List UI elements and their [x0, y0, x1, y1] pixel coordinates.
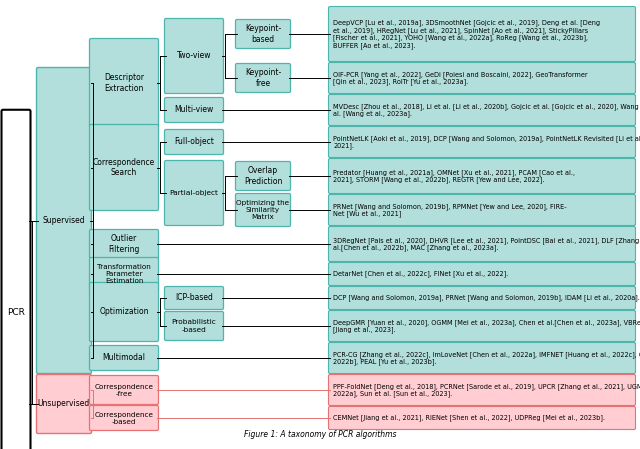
FancyBboxPatch shape: [328, 406, 636, 430]
FancyBboxPatch shape: [90, 257, 159, 291]
FancyBboxPatch shape: [164, 312, 223, 340]
FancyBboxPatch shape: [90, 229, 159, 259]
Text: 3DRegNet [Pais et al., 2020], DHVR [Lee et al., 2021], PointDSC [Bai et al., 202: 3DRegNet [Pais et al., 2020], DHVR [Lee …: [333, 237, 640, 251]
Text: Correspondence
-free: Correspondence -free: [95, 383, 154, 396]
FancyBboxPatch shape: [90, 282, 159, 342]
Text: Figure 1: A taxonomy of PCR algorithms: Figure 1: A taxonomy of PCR algorithms: [244, 430, 396, 439]
Text: Correspondence
-based: Correspondence -based: [95, 411, 154, 424]
FancyBboxPatch shape: [36, 374, 92, 433]
Text: PPF-FoldNet [Deng et al., 2018], PCRNet [Sarode et al., 2019], UPCR [Zhang et al: PPF-FoldNet [Deng et al., 2018], PCRNet …: [333, 383, 640, 397]
Text: Unsupervised: Unsupervised: [38, 400, 90, 409]
FancyBboxPatch shape: [90, 39, 159, 128]
Text: Multi-view: Multi-view: [174, 106, 214, 114]
FancyBboxPatch shape: [1, 110, 31, 449]
FancyBboxPatch shape: [90, 405, 159, 431]
FancyBboxPatch shape: [328, 374, 636, 405]
FancyBboxPatch shape: [164, 18, 223, 93]
FancyBboxPatch shape: [328, 127, 636, 158]
Text: Overlap
Prediction: Overlap Prediction: [244, 166, 282, 186]
Text: Two-view: Two-view: [177, 52, 211, 61]
Text: Supervised: Supervised: [43, 216, 85, 225]
FancyBboxPatch shape: [236, 19, 291, 48]
Text: PCR: PCR: [7, 308, 25, 317]
Text: DetarNet [Chen et al., 2022c], FINet [Xu et al., 2022].: DetarNet [Chen et al., 2022c], FINet [Xu…: [333, 271, 508, 277]
Text: Keypoint-
free: Keypoint- free: [245, 68, 281, 88]
Text: Partial-object: Partial-object: [170, 190, 218, 196]
FancyBboxPatch shape: [236, 63, 291, 92]
FancyBboxPatch shape: [328, 286, 636, 309]
FancyBboxPatch shape: [328, 311, 636, 342]
Text: Predator [Huang et al., 2021a], OMNet [Xu et al., 2021], PCAM [Cao et al.,
2021]: Predator [Huang et al., 2021a], OMNet [X…: [333, 169, 575, 183]
FancyBboxPatch shape: [90, 375, 159, 405]
Text: CEMNet [Jiang et al., 2021], RIENet [Shen et al., 2022], UDPReg [Mei et al., 202: CEMNet [Jiang et al., 2021], RIENet [She…: [333, 414, 605, 421]
FancyBboxPatch shape: [328, 263, 636, 286]
FancyBboxPatch shape: [328, 343, 636, 374]
Text: DeepVCP [Lu et al., 2019a], 3DSmoothNet [Gojcic et al., 2019], Deng et al. [Deng: DeepVCP [Lu et al., 2019a], 3DSmoothNet …: [333, 19, 600, 49]
FancyBboxPatch shape: [90, 124, 159, 211]
Text: OIF-PCR [Yang et al., 2022], GeDi [Poiesi and Boscaini, 2022], GeoTransformer
[Q: OIF-PCR [Yang et al., 2022], GeDi [Poies…: [333, 71, 588, 85]
FancyBboxPatch shape: [328, 158, 636, 194]
Text: Keypoint-
based: Keypoint- based: [245, 24, 281, 44]
FancyBboxPatch shape: [236, 162, 291, 190]
Text: PointNetLK [Aoki et al., 2019], DCP [Wang and Solomon, 2019a], PointNetLK Revisi: PointNetLK [Aoki et al., 2019], DCP [Wan…: [333, 135, 640, 149]
Text: DeepGMR [Yuan et al., 2020], OGMM [Mei et al., 2023a], Chen et al.[Chen et al., : DeepGMR [Yuan et al., 2020], OGMM [Mei e…: [333, 319, 640, 333]
Text: PRNet [Wang and Solomon, 2019b], RPMNet [Yew and Lee, 2020], FIRE-
Net [Wu et al: PRNet [Wang and Solomon, 2019b], RPMNet …: [333, 203, 566, 217]
Text: DCP [Wang and Solomon, 2019a], PRNet [Wang and Solomon, 2019b], IDAM [Li et al.,: DCP [Wang and Solomon, 2019a], PRNet [Wa…: [333, 295, 640, 301]
Text: MVDesc [Zhou et al., 2018], Li et al. [Li et al., 2020b], Gojcic et al. [Gojcic : MVDesc [Zhou et al., 2018], Li et al. [L…: [333, 103, 640, 117]
Text: Full-object: Full-object: [174, 137, 214, 146]
FancyBboxPatch shape: [164, 97, 223, 123]
Text: Descriptor
Extraction: Descriptor Extraction: [104, 73, 144, 92]
FancyBboxPatch shape: [164, 286, 223, 309]
FancyBboxPatch shape: [328, 62, 636, 93]
Text: Correspondence
Search: Correspondence Search: [93, 158, 155, 177]
Text: Probabilistic
-based: Probabilistic -based: [172, 320, 216, 333]
Text: Transformation
Parameter
Estimation: Transformation Parameter Estimation: [97, 264, 151, 284]
Text: Multimodal: Multimodal: [102, 353, 145, 362]
Text: Outlier
Filtering: Outlier Filtering: [108, 234, 140, 254]
FancyBboxPatch shape: [328, 226, 636, 261]
Text: Optimizing the
Similarity
Matrix: Optimizing the Similarity Matrix: [236, 200, 289, 220]
FancyBboxPatch shape: [36, 67, 92, 374]
FancyBboxPatch shape: [328, 6, 636, 62]
Text: Optimization: Optimization: [99, 308, 148, 317]
FancyBboxPatch shape: [164, 160, 223, 225]
FancyBboxPatch shape: [90, 345, 159, 370]
Text: ICP-based: ICP-based: [175, 294, 213, 303]
FancyBboxPatch shape: [328, 94, 636, 126]
FancyBboxPatch shape: [328, 194, 636, 225]
FancyBboxPatch shape: [164, 129, 223, 154]
Text: PCR-CG [Zhang et al., 2022c], ImLoveNet [Chen et al., 2022a], IMFNET [Huang et a: PCR-CG [Zhang et al., 2022c], ImLoveNet …: [333, 351, 640, 365]
FancyBboxPatch shape: [236, 194, 291, 226]
